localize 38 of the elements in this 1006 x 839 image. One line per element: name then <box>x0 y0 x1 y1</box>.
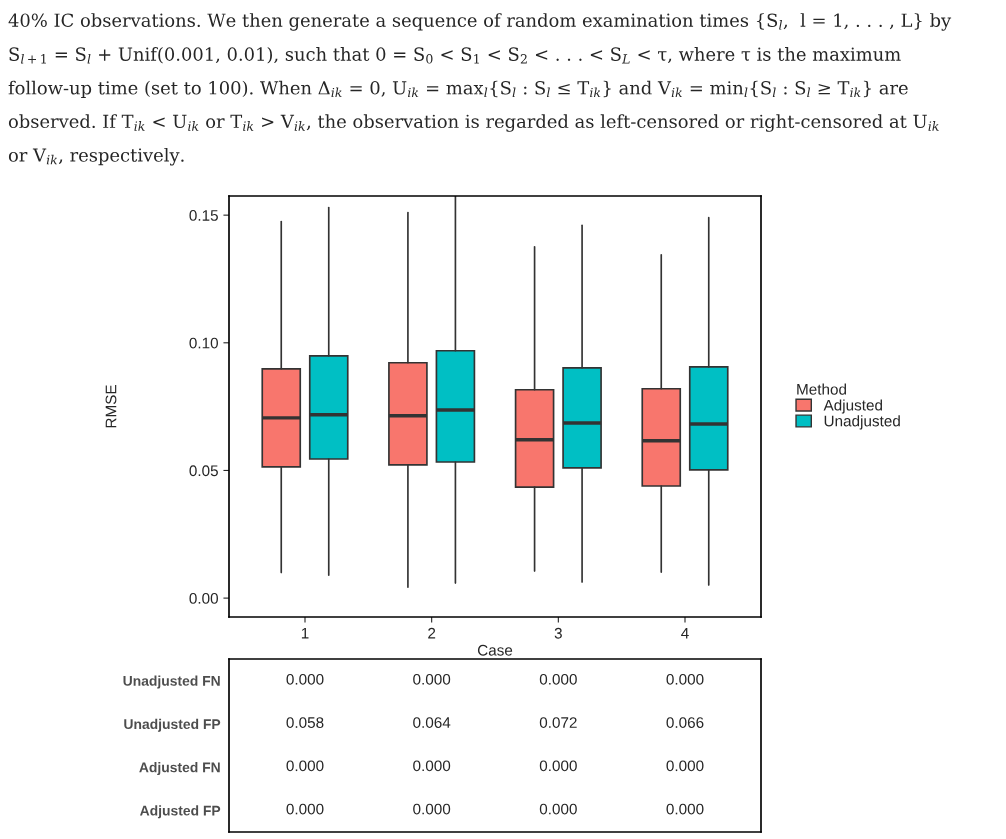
x-tick-label: 4 <box>681 627 689 639</box>
text: or V$_{ik}$, respectively. <box>8 147 184 166</box>
y-tick-label: 0.10 <box>189 337 218 349</box>
text: 0.000 <box>413 673 451 685</box>
text: 40% IC observations. We then generate a sequence of random examination times {S$_{l}$, l = 1, . . . , L} by <box>8 13 952 31</box>
x-axis-title: Case <box>477 644 513 656</box>
y-tick-label: 0.15 <box>189 210 218 221</box>
legend-label: Adjusted <box>823 399 882 414</box>
text: 0.000 <box>539 760 577 772</box>
x-tick-label: 3 <box>554 627 562 639</box>
y-tick-label: 0.05 <box>189 465 218 477</box>
text: 0.000 <box>666 673 704 685</box>
text: 0.064 <box>413 717 451 728</box>
y-tick-label: Unadjusted FP <box>124 718 221 732</box>
text: 0.072 <box>539 717 577 728</box>
legend-label: Unadjusted <box>824 415 900 430</box>
text: 0.000 <box>413 760 451 772</box>
text: observed. If T$_{ik}$ < U$_{ik}$ or T$_{ik}$ > V$_{ik}$, the observation is regarded as left-censored or right-censored at U$_{ik}$ <box>8 114 939 132</box>
text: 0.000 <box>539 803 577 815</box>
text: 0.058 <box>286 717 324 728</box>
text: 0.000 <box>666 803 704 815</box>
text: 0.000 <box>666 760 704 772</box>
text: follow-up time (set to 100). When Δ$_{ik}$ = 0, U$_{ik}$ = max$_{l}${S$_{l}$ : S$_{l}$ ≤ T$_{ik}$} and V$_{ik}$ = min$_{l}${S$_{l}$ : S$_{l}$ ≥ T$_{ik}$} are <box>8 80 908 99</box>
legend-title: Method <box>797 383 846 395</box>
text: S$_{l+1}$ = S$_{l}$ + Unif(0.001, 0.01), such that 0 = S$_{0}$ < S$_{1}$ < S$_{2}$ < . . . < S$_{L}$ < τ, where τ is the maximum <box>9 47 901 64</box>
y-tick-label: Adjusted FP <box>140 805 221 819</box>
y-tick-label: Unadjusted FN <box>123 675 220 689</box>
x-tick-label: 1 <box>301 627 309 639</box>
text: 0.000 <box>539 673 577 685</box>
text: 0.000 <box>413 803 451 815</box>
x-tick-label: 2 <box>428 627 436 639</box>
text: 0.000 <box>286 673 324 685</box>
text: 0.066 <box>666 717 704 728</box>
y-axis-title: RMSE <box>105 385 117 428</box>
text: 0.000 <box>286 803 324 815</box>
y-tick-label: Adjusted FN <box>139 762 220 776</box>
y-tick-label: 0.00 <box>189 592 218 604</box>
text: 0.000 <box>286 760 324 772</box>
